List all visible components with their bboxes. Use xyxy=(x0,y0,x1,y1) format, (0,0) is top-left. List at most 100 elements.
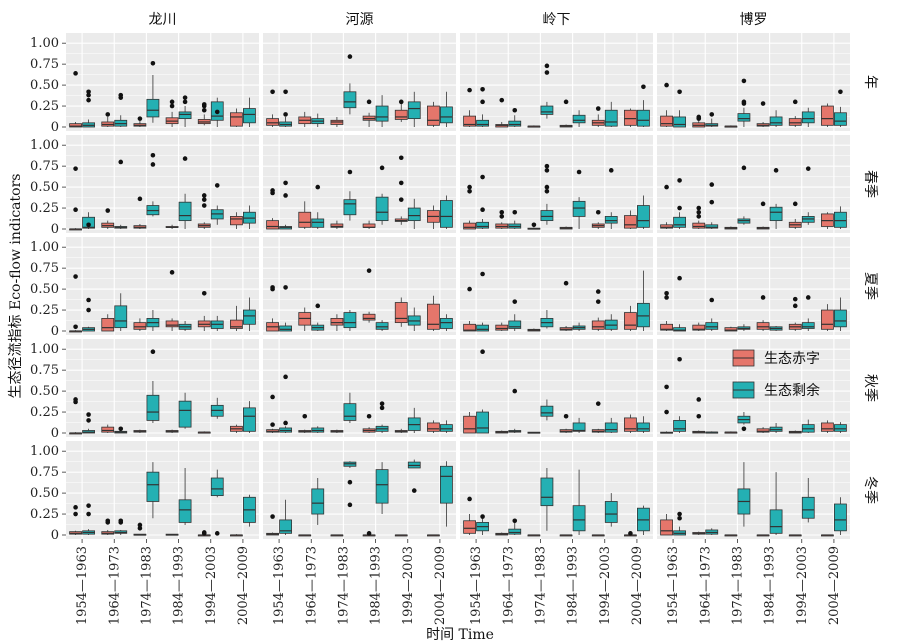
box-iqr xyxy=(243,108,256,124)
box-iqr xyxy=(165,320,179,328)
box-生态剩余 xyxy=(476,514,489,535)
box-iqr xyxy=(801,111,815,124)
box-iqr xyxy=(178,111,192,120)
box-生态赤字 xyxy=(101,314,115,332)
panel-2-0 xyxy=(66,237,259,335)
outlier-point xyxy=(150,152,156,158)
panel-0-3 xyxy=(657,33,850,131)
box-生态剩余 xyxy=(375,462,389,515)
box-iqr xyxy=(572,422,586,432)
outlier-point xyxy=(709,182,715,187)
outlier-point xyxy=(73,207,78,213)
outlier-point xyxy=(677,356,682,362)
box-生态赤字 xyxy=(624,210,637,229)
outlier-point xyxy=(480,99,485,105)
box-iqr xyxy=(440,424,453,432)
box-生态赤字 xyxy=(427,295,440,331)
box-生态赤字 xyxy=(660,514,673,536)
box-iqr xyxy=(637,205,650,228)
outlier-point xyxy=(73,324,78,330)
panel-1-1 xyxy=(263,135,456,233)
outlier-point xyxy=(214,531,220,536)
x-tick-label: 1964—1973 xyxy=(304,546,319,625)
box-iqr xyxy=(463,222,476,230)
outlier-point xyxy=(628,531,633,536)
box-生态赤字 xyxy=(362,531,376,537)
box-生态剩余 xyxy=(673,89,686,128)
outlier-point xyxy=(741,426,747,432)
outlier-point xyxy=(595,401,601,406)
box-生态剩余 xyxy=(114,293,128,331)
box-生态剩余 xyxy=(440,420,453,433)
outlier-point xyxy=(608,168,614,173)
outlier-point xyxy=(480,174,485,180)
box-生态赤字 xyxy=(660,290,673,331)
outlier-point xyxy=(73,511,78,517)
outlier-point xyxy=(283,112,288,117)
box-iqr xyxy=(463,323,476,332)
outlier-point xyxy=(696,397,702,402)
box-生态剩余 xyxy=(243,205,256,229)
row-label: 夏季 xyxy=(862,272,878,300)
box-生态剩余 xyxy=(243,297,256,331)
outlier-point xyxy=(347,169,353,175)
outlier-point xyxy=(512,299,518,304)
box-生态赤字 xyxy=(69,166,82,231)
outlier-point xyxy=(677,515,682,521)
box-生态赤字 xyxy=(133,196,147,229)
box-iqr xyxy=(343,199,357,216)
box-生态赤字 xyxy=(756,427,770,433)
box-生态剩余 xyxy=(82,297,95,332)
box-iqr xyxy=(769,116,783,126)
box-iqr xyxy=(375,196,389,222)
box-生态赤字 xyxy=(724,226,738,230)
box-生态赤字 xyxy=(724,534,738,537)
outlier-point xyxy=(73,505,78,510)
y-tick-label: 0.50 xyxy=(30,180,59,195)
outlier-point xyxy=(366,531,372,536)
box-iqr xyxy=(407,101,421,120)
outlier-point xyxy=(86,89,91,95)
box-生态赤字 xyxy=(101,518,115,535)
y-tick-label: 0.75 xyxy=(30,261,59,276)
box-iqr xyxy=(266,220,279,230)
panel-background xyxy=(263,441,456,539)
row-label: 秋季 xyxy=(862,374,878,402)
box-生态剩余 xyxy=(82,89,95,128)
box-生态赤字 xyxy=(660,184,673,229)
box-生态剩余 xyxy=(508,518,522,535)
box-生态赤字 xyxy=(298,111,312,127)
box-生态剩余 xyxy=(705,182,719,229)
box-生态剩余 xyxy=(375,401,389,433)
box-生态赤字 xyxy=(101,112,115,127)
box-iqr xyxy=(476,324,489,332)
outlier-point xyxy=(347,54,353,59)
box-iqr xyxy=(508,320,522,329)
outlier-point xyxy=(664,184,669,190)
box-iqr xyxy=(440,200,453,228)
outlier-point xyxy=(480,271,485,277)
outlier-point xyxy=(595,299,601,304)
outlier-point xyxy=(792,201,798,207)
box-生态赤字 xyxy=(69,505,82,535)
box-iqr xyxy=(624,215,637,229)
outlier-point xyxy=(283,374,288,380)
box-生态赤字 xyxy=(821,304,834,331)
outlier-point xyxy=(595,289,601,294)
x-tick-label: 1954—1963 xyxy=(666,546,681,625)
box-生态赤字 xyxy=(527,431,541,434)
outlier-point xyxy=(150,61,156,66)
row-label: 年 xyxy=(862,75,878,89)
outlier-point xyxy=(760,295,766,300)
panel-background xyxy=(66,135,259,233)
outlier-point xyxy=(105,208,111,213)
box-生态赤字 xyxy=(591,289,605,331)
box-生态剩余 xyxy=(210,469,224,536)
box-iqr xyxy=(604,109,618,127)
box-生态剩余 xyxy=(210,315,224,331)
outlier-point xyxy=(773,168,779,173)
box-生态赤字 xyxy=(821,420,834,433)
outlier-point xyxy=(805,166,811,171)
outlier-point xyxy=(283,180,288,186)
outlier-point xyxy=(499,97,505,103)
